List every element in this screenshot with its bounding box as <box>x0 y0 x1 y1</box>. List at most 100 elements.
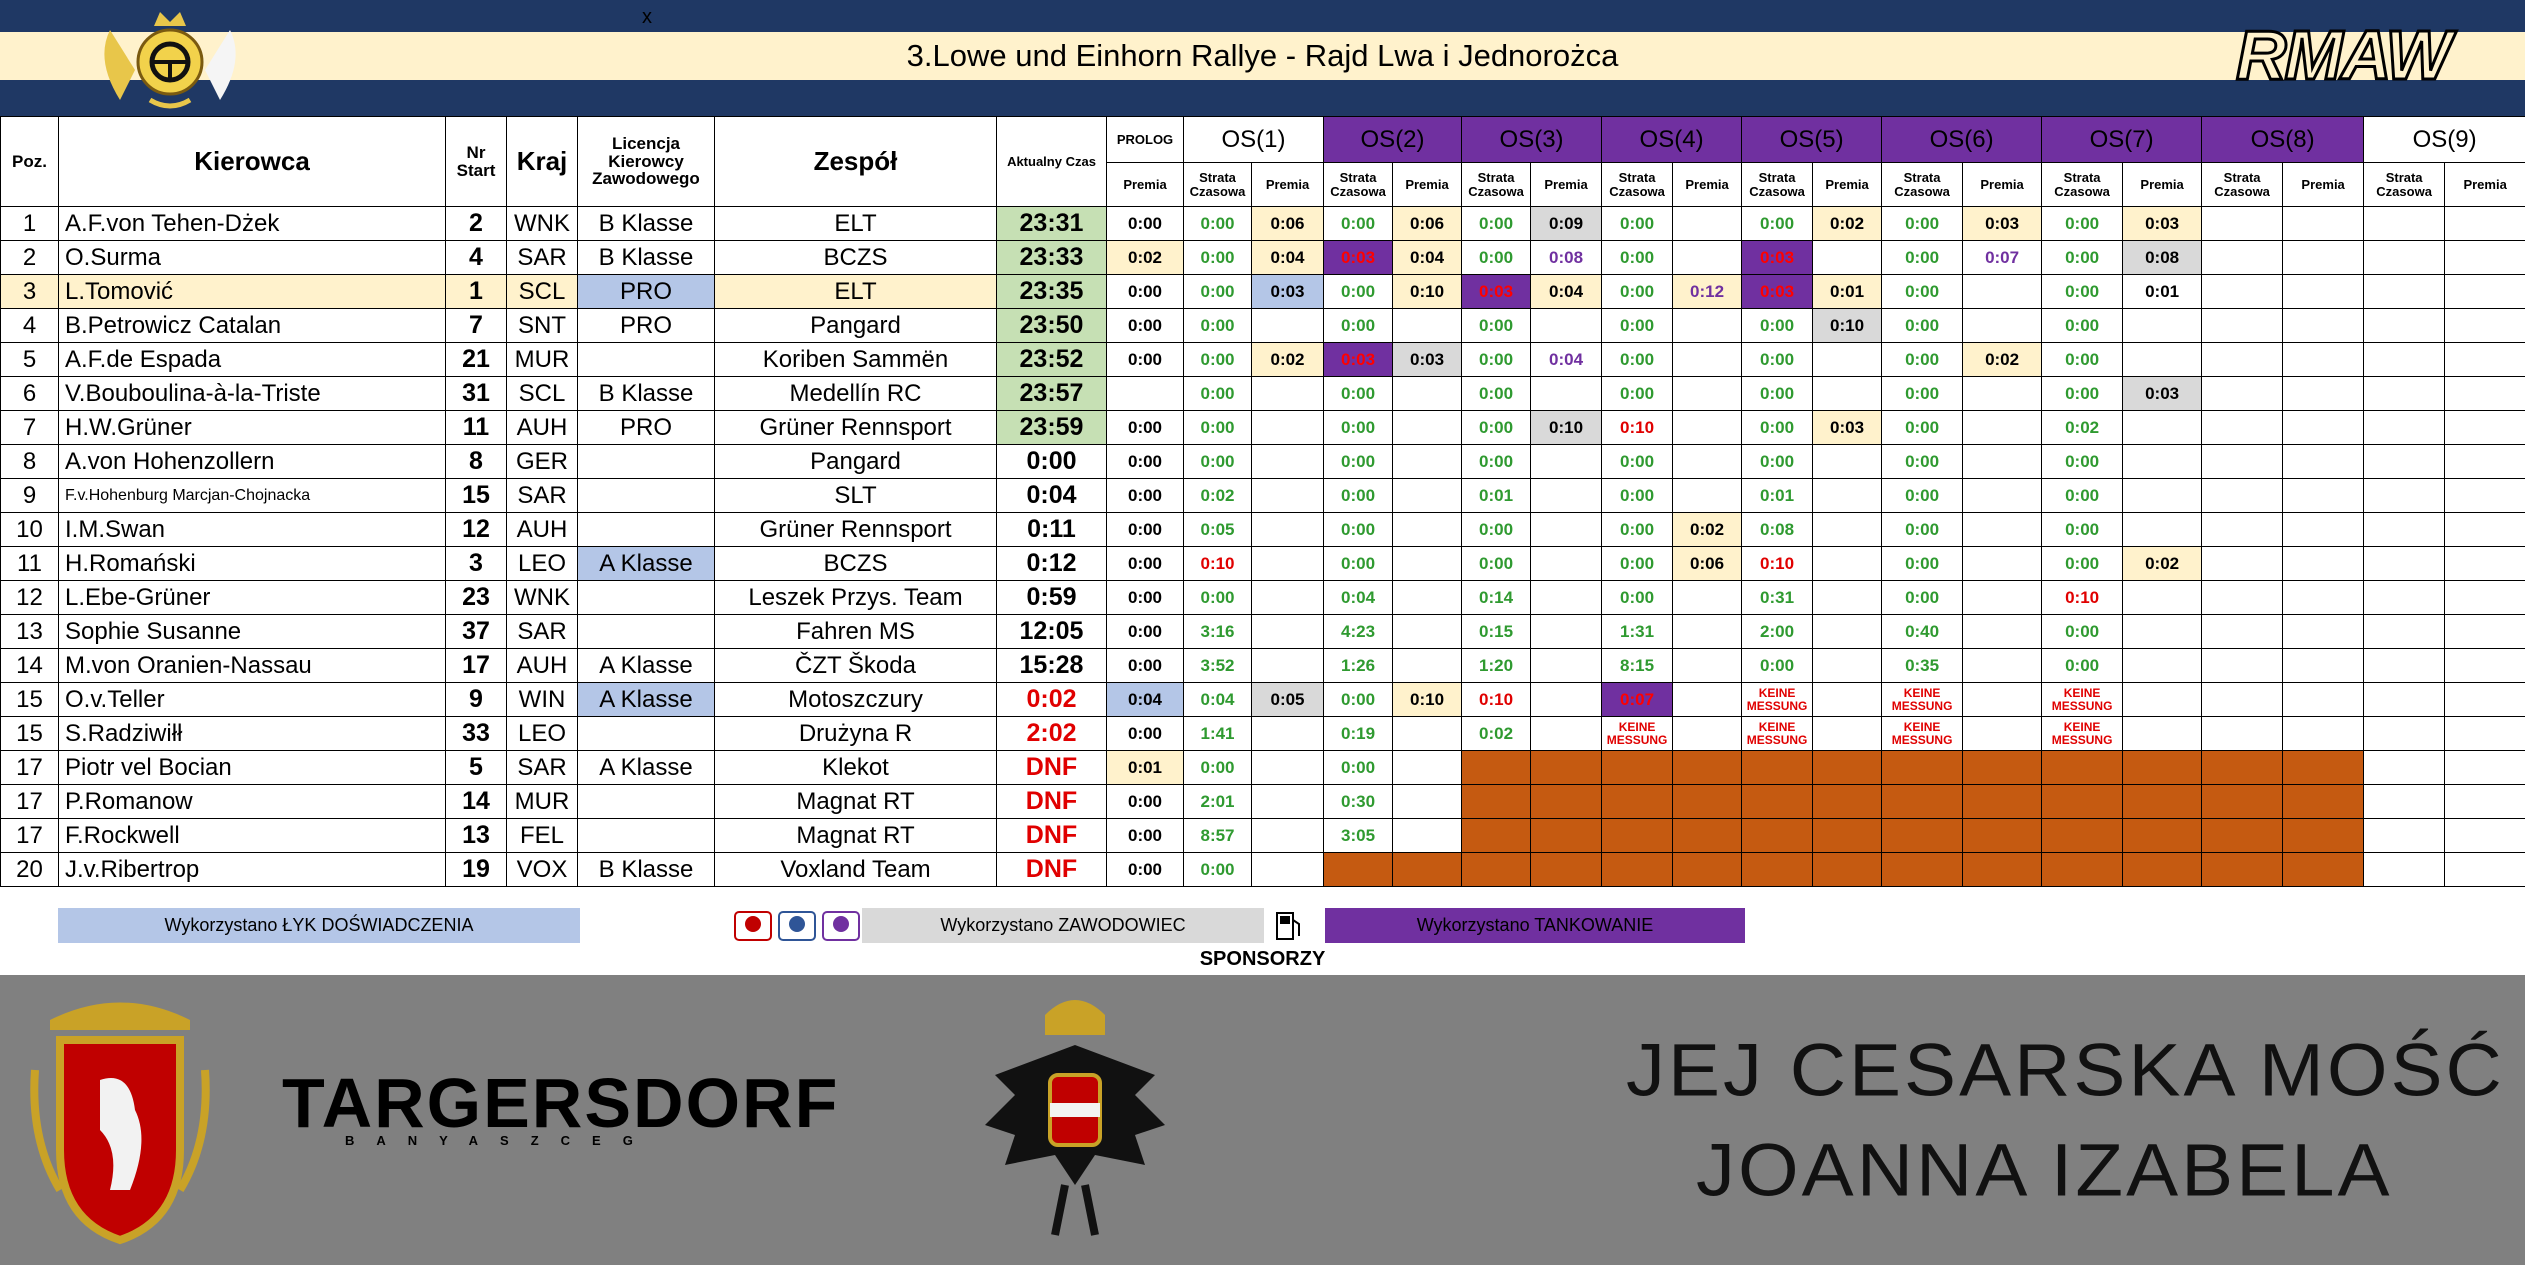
stage-time-loss: 0:00 <box>1461 546 1532 581</box>
license: B Klasse <box>577 206 715 241</box>
stage-bonus <box>1812 512 1883 547</box>
stage-bonus: 0:04 <box>1530 342 1603 377</box>
stage-time-loss: 0:00 <box>1323 750 1394 785</box>
stage-time-loss <box>2363 410 2446 445</box>
legend-tank: Wykorzystano TANKOWANIE <box>1325 908 1745 943</box>
prolog-bonus: 0:00 <box>1106 546 1184 581</box>
stage-header: OS(5) <box>1741 116 1883 163</box>
stage-bonus <box>1250 818 1325 853</box>
stage-time-loss: 0:02 <box>1461 716 1532 751</box>
stage-time-loss <box>2363 240 2446 275</box>
stage-time-loss: 0:00 <box>1881 376 1964 411</box>
license: PRO <box>577 274 715 309</box>
result-row: 12 L.Ebe-Grüner 23 WNK Leszek Przys. Team 0:5… <box>0 580 2525 615</box>
stage-time-loss <box>2363 852 2446 887</box>
stage-time-loss <box>2201 410 2284 445</box>
result-row: 20 J.v.Ribertrop 19 VOX B Klasse Voxland Team… <box>0 852 2525 887</box>
stage-time-loss <box>2363 818 2446 853</box>
country: LEO <box>506 716 578 751</box>
current-time: 0:02 <box>996 682 1107 717</box>
current-time: 12:05 <box>996 614 1107 649</box>
legend-pro: Wykorzystano ZAWODOWIEC <box>862 908 1264 943</box>
stage-time-loss <box>2363 478 2446 513</box>
premia-header: Premia <box>1812 162 1883 207</box>
stage-time-loss: 0:00 <box>1323 478 1394 513</box>
stage-bonus <box>1392 818 1463 853</box>
strata-header: Strata Czasowa <box>1881 162 1964 207</box>
stage-bonus <box>2122 818 2203 853</box>
column-header: Kierowca <box>58 116 446 207</box>
stage-bonus: 0:09 <box>1530 206 1603 241</box>
stage-time-loss: KEINE MESSUNG <box>1741 682 1814 717</box>
team: Pangard <box>714 308 997 343</box>
stage-bonus <box>1962 614 2043 649</box>
stage-bonus <box>1812 852 1883 887</box>
driver: A.F.von Tehen-Dżek <box>58 206 446 241</box>
stage-time-loss <box>1601 750 1674 785</box>
stage-bonus <box>2444 716 2525 751</box>
driver: O.Surma <box>58 240 446 275</box>
position: 15 <box>0 682 59 717</box>
stage-bonus <box>2282 546 2365 581</box>
stage-bonus <box>2282 682 2365 717</box>
premia-header: Premia <box>1392 162 1463 207</box>
stage-bonus <box>1672 308 1743 343</box>
driver: P.Romanow <box>58 784 446 819</box>
stage-time-loss: 1:31 <box>1601 614 1674 649</box>
premia-header: Premia <box>2444 162 2525 207</box>
stage-time-loss: 0:00 <box>1461 240 1532 275</box>
stage-time-loss: 1:20 <box>1461 648 1532 683</box>
stage-bonus <box>1812 614 1883 649</box>
start-number: 14 <box>445 784 507 819</box>
stage-bonus <box>2122 784 2203 819</box>
stage-bonus <box>1812 444 1883 479</box>
license: A Klasse <box>577 750 715 785</box>
stage-time-loss: 0:00 <box>1183 308 1252 343</box>
country: AUH <box>506 410 578 445</box>
close-mark[interactable]: x <box>642 6 652 28</box>
current-time: 0:00 <box>996 444 1107 479</box>
stage-bonus <box>1962 648 2043 683</box>
stage-time-loss <box>2201 784 2284 819</box>
stage-bonus <box>2282 240 2365 275</box>
stage-time-loss <box>2041 784 2124 819</box>
result-row: 9 F.v.Hohenburg Marcjan-Chojnacka 15 SAR SLT… <box>0 478 2525 513</box>
team: Magnat RT <box>714 784 997 819</box>
result-row: 3 L.Tomović 1 SCL PRO ELT 23:35 0:00 0:00 0:03 0:0… <box>0 274 2525 309</box>
country: WNK <box>506 580 578 615</box>
stage-bonus <box>2282 750 2365 785</box>
stage-time-loss <box>2363 784 2446 819</box>
stage-time-loss: 0:00 <box>1461 512 1532 547</box>
stage-bonus <box>1672 682 1743 717</box>
team: Fahren MS <box>714 614 997 649</box>
stage-bonus: 0:01 <box>1812 274 1883 309</box>
stage-bonus <box>2282 818 2365 853</box>
stage-time-loss <box>2201 274 2284 309</box>
position: 10 <box>0 512 59 547</box>
stage-bonus <box>2444 818 2525 853</box>
stage-bonus <box>1962 818 2043 853</box>
stage-time-loss <box>2363 444 2446 479</box>
stage-time-loss: 0:00 <box>1183 410 1252 445</box>
stage-bonus: 0:08 <box>1530 240 1603 275</box>
stage-time-loss: 0:00 <box>1323 444 1394 479</box>
stage-bonus <box>1392 750 1463 785</box>
stage-bonus <box>2122 648 2203 683</box>
stage-time-loss <box>2363 308 2446 343</box>
stage-bonus <box>2444 410 2525 445</box>
stage-time-loss: 0:00 <box>2041 342 2124 377</box>
prolog-bonus: 0:00 <box>1106 206 1184 241</box>
sponsor-line1: JEJ CESARSKA MOŚĆ <box>1626 1028 2505 1112</box>
prolog-bonus: 0:00 <box>1106 852 1184 887</box>
stage-bonus <box>2444 546 2525 581</box>
current-time: 0:59 <box>996 580 1107 615</box>
stage-bonus <box>1962 478 2043 513</box>
prolog-bonus <box>1106 376 1184 411</box>
stage-bonus <box>1250 784 1325 819</box>
license: B Klasse <box>577 376 715 411</box>
result-row: 8 A.von Hohenzollern 8 GER Pangard 0:00 0:00 0:… <box>0 444 2525 479</box>
country: SAR <box>506 750 578 785</box>
stage-bonus <box>2282 852 2365 887</box>
stage-bonus <box>1962 716 2043 751</box>
stage-time-loss: 0:00 <box>1183 580 1252 615</box>
